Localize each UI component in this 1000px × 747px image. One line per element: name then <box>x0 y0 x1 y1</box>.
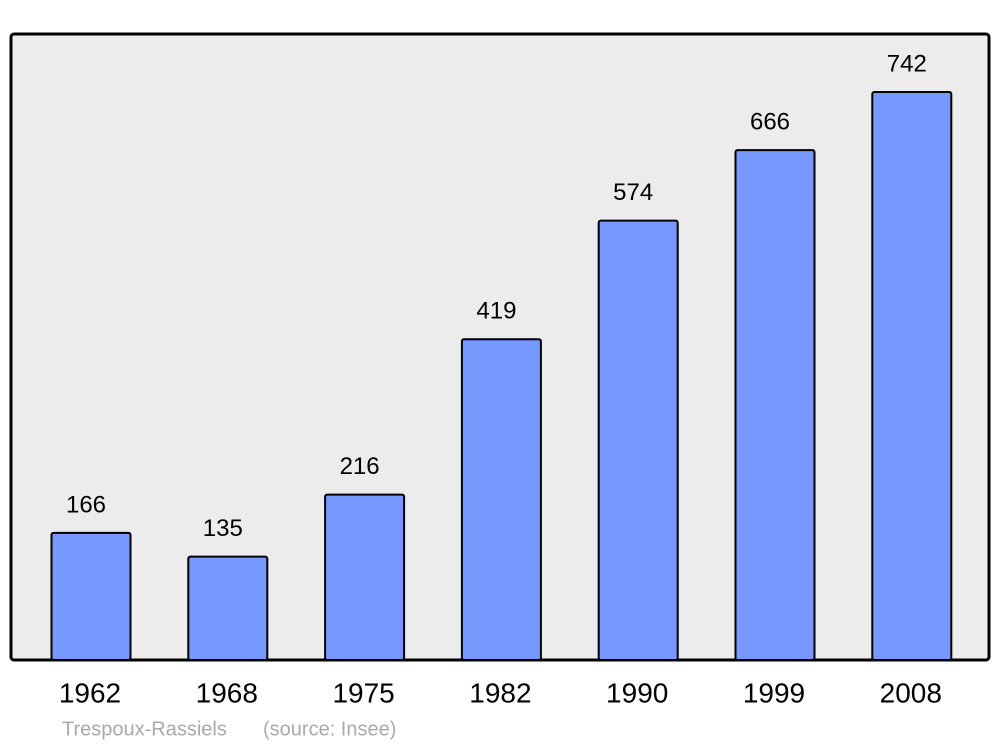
x-tick-label: 1990 <box>606 677 668 708</box>
value-label: 419 <box>476 298 516 325</box>
source-note: (source: Insee) <box>263 718 396 740</box>
value-label: 166 <box>66 491 106 518</box>
x-tick-label: 1968 <box>196 677 258 708</box>
bar <box>460 338 542 661</box>
bar <box>187 555 269 661</box>
value-label: 574 <box>613 179 653 206</box>
value-label: 135 <box>203 515 243 542</box>
bar <box>50 531 132 662</box>
x-tick-label: 2008 <box>880 677 942 708</box>
bar <box>734 149 816 662</box>
x-tick-label: 1975 <box>332 677 394 708</box>
x-tick-label: 1999 <box>743 677 805 708</box>
value-label: 666 <box>750 109 790 136</box>
x-tick-label: 1982 <box>469 677 531 708</box>
bar <box>597 219 679 662</box>
value-label: 742 <box>887 50 927 77</box>
bar <box>871 91 953 661</box>
chart-title: Trespoux-Rassiels <box>62 718 227 740</box>
x-tick-label: 1962 <box>59 677 121 708</box>
value-label: 216 <box>340 453 380 480</box>
bar <box>324 493 406 661</box>
